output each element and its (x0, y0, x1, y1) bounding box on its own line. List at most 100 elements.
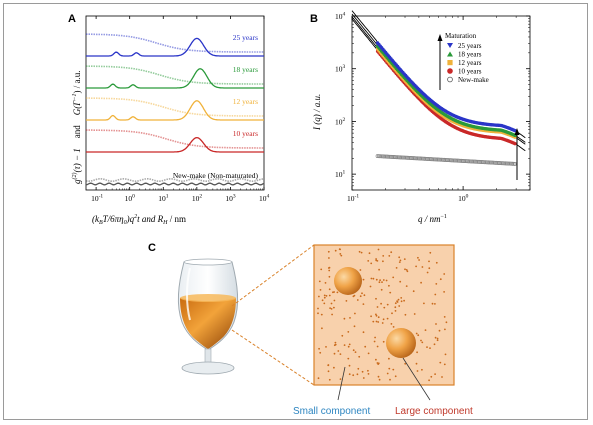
small-component-dot (327, 267, 330, 269)
b-data-point (394, 155, 399, 160)
b-data-point (426, 157, 431, 161)
small-component-dot (396, 300, 398, 303)
small-component-dot (415, 265, 417, 268)
b-data-point (435, 157, 440, 162)
small-component-dot (369, 285, 372, 288)
small-component-dot (388, 367, 391, 370)
b-data-point (376, 154, 381, 159)
panel-b-ylabel: I (q) / a.u. (312, 94, 322, 131)
b-data-point (402, 155, 407, 160)
small-component-dot (328, 257, 330, 259)
legend-marker (447, 68, 453, 74)
small-component-dot (334, 341, 337, 344)
b-data-point (506, 161, 511, 166)
small-component-dot (333, 299, 336, 302)
b-data-point (383, 154, 388, 159)
b-data-point (475, 159, 480, 164)
legend-marker (447, 76, 453, 83)
b-data-point (382, 154, 387, 159)
b-x-tick-label: 100 (458, 194, 469, 204)
panel-a-xlabel: (kBT/6πη0)q2t and RH / nm (92, 214, 186, 226)
small-component-dot (420, 281, 422, 284)
b-data-point (408, 156, 413, 160)
small-component-dot (354, 351, 357, 353)
b-data-point (416, 156, 421, 161)
small-component-dot (331, 313, 333, 316)
b-data-point (455, 158, 460, 163)
small-component-dot (417, 334, 420, 337)
b-data-point (400, 155, 405, 160)
b-data-point (436, 157, 441, 162)
small-component-dot (397, 298, 400, 301)
b-data-point (442, 157, 447, 162)
small-component-dot (423, 302, 425, 305)
b-data-point (459, 158, 464, 163)
b-data-point (434, 157, 439, 162)
b-data-point (456, 158, 461, 163)
small-component-dot (434, 293, 437, 296)
small-component-dot (362, 377, 365, 379)
small-component-dot (375, 313, 377, 316)
b-data-point (430, 157, 435, 162)
small-component-dot (333, 366, 335, 369)
large-component-label: Large component (395, 406, 473, 417)
large-component-ball (386, 328, 416, 358)
legend-marker (447, 60, 453, 66)
small-component-dot (380, 302, 382, 305)
small-component-dot (362, 303, 365, 305)
small-component-dot (341, 334, 344, 337)
small-pointer-line (337, 366, 346, 401)
small-component-dot (377, 248, 380, 251)
small-component-dot (424, 329, 427, 331)
small-component-dot (391, 312, 393, 315)
a-distribution-curve (86, 136, 264, 153)
small-component-dot (441, 376, 443, 378)
small-component-dot (377, 375, 380, 378)
small-component-dot (416, 370, 419, 372)
legend-arrow-head (437, 34, 443, 41)
small-component-dot (382, 255, 385, 257)
b-data-point (499, 161, 504, 166)
small-component-dot (327, 370, 330, 373)
b-data-point (444, 158, 449, 162)
small-component-dot (389, 378, 391, 381)
a-x-tick-label: 101 (158, 194, 169, 204)
small-component-dot (398, 261, 401, 263)
small-component-dot (367, 373, 370, 375)
b-data-point (424, 156, 429, 161)
small-component-dot (404, 268, 406, 271)
a-series-label: 10 years (233, 129, 258, 138)
small-component-dot (443, 273, 446, 275)
small-component-dot (428, 267, 431, 270)
small-component-dot (385, 279, 388, 282)
b-data-point (480, 160, 485, 165)
legend-label: 12 years (458, 59, 482, 67)
small-component-dot (426, 346, 428, 348)
b-data-point (414, 156, 419, 161)
b-data-point (412, 156, 417, 161)
small-component-dot (370, 315, 372, 318)
small-component-dot (392, 326, 395, 328)
small-component-dot (321, 327, 323, 330)
small-component-dot (377, 316, 380, 319)
panel-c-letter: C (148, 242, 156, 254)
b-data-point (451, 158, 456, 163)
b-data-point (387, 154, 392, 159)
a-x-tick-label: 103 (225, 194, 236, 204)
b-data-point (422, 156, 427, 161)
b-data-point (428, 157, 433, 162)
small-component-dot (349, 317, 351, 319)
a-distribution-curve (86, 68, 264, 89)
b-data-point (463, 159, 468, 164)
small-component-dot (420, 339, 422, 342)
b-data-point (471, 159, 476, 164)
small-component-dot (421, 341, 424, 344)
small-component-dot (399, 280, 402, 283)
small-component-dot (428, 379, 430, 382)
zoom-line-bottom (231, 329, 315, 386)
small-component-dot (403, 258, 406, 260)
small-component-dot (426, 271, 429, 274)
